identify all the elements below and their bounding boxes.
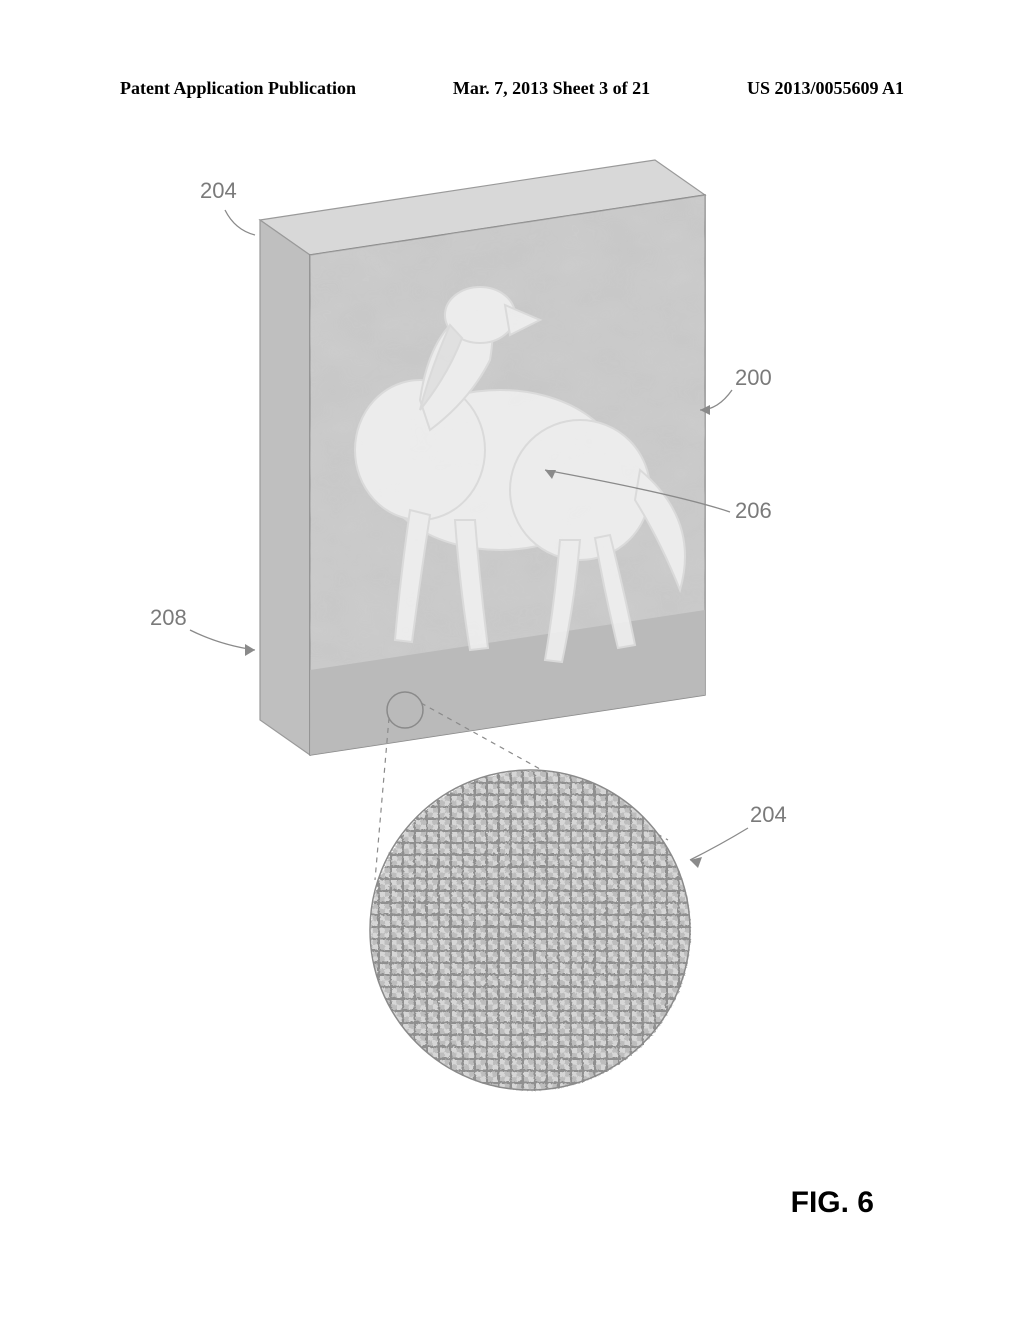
ref-208: 208 [150, 605, 255, 656]
figure-svg: 204 200 206 208 204 [0, 140, 1024, 1140]
figure-6: 204 200 206 208 204 [0, 140, 1024, 1140]
ref-num: 200 [735, 365, 772, 390]
canvas-side-face [260, 220, 310, 755]
ref-num: 204 [750, 802, 787, 827]
pub-number: US 2013/0055609 A1 [747, 78, 904, 99]
leader-line [225, 210, 255, 235]
ref-num: 204 [200, 178, 237, 203]
ref-200: 200 [700, 365, 772, 415]
ref-num: 206 [735, 498, 772, 523]
date-sheet: Mar. 7, 2013 Sheet 3 of 21 [453, 78, 650, 99]
leader-arrow [245, 644, 255, 656]
ref-num: 208 [150, 605, 187, 630]
ref-204-top: 204 [200, 178, 255, 235]
pub-type: Patent Application Publication [120, 78, 356, 99]
figure-label: FIG. 6 [791, 1186, 874, 1220]
page-header: Patent Application Publication Mar. 7, 2… [0, 78, 1024, 99]
weave-detail [370, 770, 690, 1090]
weave-texture [370, 770, 690, 1090]
canvas-block [260, 160, 720, 770]
ref-204-bottom: 204 [690, 802, 787, 868]
leader-line [690, 828, 748, 860]
